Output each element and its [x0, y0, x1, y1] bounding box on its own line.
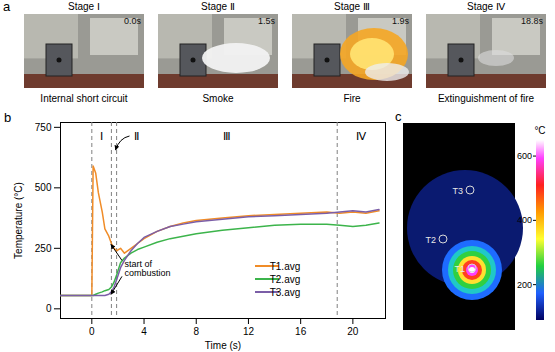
svg-text:18.8s: 18.8s — [521, 16, 544, 26]
svg-text:Time (s): Time (s) — [205, 340, 241, 351]
svg-text:0: 0 — [46, 303, 52, 314]
svg-text:Ⅰ: Ⅰ — [100, 130, 103, 142]
svg-text:0.0s: 0.0s — [124, 16, 142, 26]
svg-text:T2: T2 — [425, 235, 436, 245]
svg-text:750: 750 — [35, 122, 52, 133]
svg-text:16: 16 — [295, 326, 307, 337]
svg-text:Internal short circuit: Internal short circuit — [40, 93, 127, 104]
svg-text:T1: T1 — [454, 264, 465, 274]
svg-text:Fire: Fire — [343, 93, 361, 104]
svg-text:4: 4 — [141, 326, 147, 337]
svg-text:T3: T3 — [452, 186, 463, 196]
svg-text:start ofcombustion: start ofcombustion — [124, 259, 170, 278]
svg-text:°C: °C — [534, 125, 545, 136]
svg-text:Stage Ⅲ: Stage Ⅲ — [334, 1, 370, 12]
svg-text:500: 500 — [35, 182, 52, 193]
svg-text:a: a — [3, 0, 11, 14]
svg-text:1.9s: 1.9s — [392, 16, 410, 26]
svg-text:T2.avg: T2.avg — [270, 274, 301, 285]
svg-text:Ⅱ: Ⅱ — [134, 130, 139, 142]
svg-text:400: 400 — [517, 215, 532, 225]
svg-text:200: 200 — [517, 280, 532, 290]
svg-text:Ⅳ: Ⅳ — [356, 130, 367, 142]
svg-text:Extinguishment of fire: Extinguishment of fire — [438, 93, 535, 104]
svg-text:Stage Ⅱ: Stage Ⅱ — [201, 1, 235, 12]
html-text:b: b — [4, 110, 12, 125]
svg-text:8: 8 — [193, 326, 199, 337]
svg-text:Stage Ⅰ: Stage Ⅰ — [68, 1, 100, 12]
svg-text:T1.avg: T1.avg — [270, 261, 301, 272]
svg-text:T3.avg: T3.avg — [270, 287, 301, 298]
svg-text:Temperature (°C): Temperature (°C) — [13, 182, 24, 259]
svg-text:Ⅲ: Ⅲ — [223, 130, 231, 142]
svg-text:0: 0 — [89, 326, 95, 337]
svg-text:600: 600 — [517, 151, 532, 161]
svg-text:1.5s: 1.5s — [258, 16, 276, 26]
svg-text:12: 12 — [243, 326, 255, 337]
svg-text:Stage Ⅳ: Stage Ⅳ — [467, 1, 506, 12]
svg-text:250: 250 — [35, 243, 52, 254]
svg-text:20: 20 — [347, 326, 359, 337]
svg-text:c: c — [395, 110, 402, 124]
svg-text:Smoke: Smoke — [202, 93, 234, 104]
